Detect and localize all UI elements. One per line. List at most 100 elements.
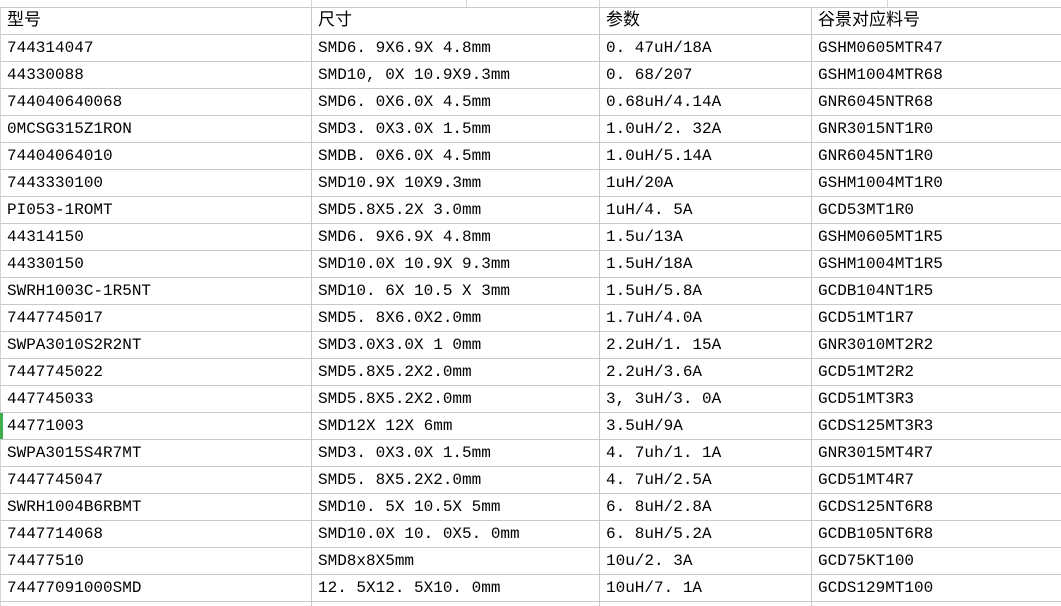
- table-row: PI053-1ROMT SMD5.8X5.2X 3.0mm 1uH/4. 5A GCD…: [0, 197, 1061, 224]
- cell-model[interactable]: 7447745017: [0, 305, 312, 332]
- cell-size[interactable]: SMD5. 8X5.2X2.0mm: [312, 467, 600, 494]
- cell-model[interactable]: SWRH1003C-1R5NT: [0, 278, 312, 305]
- cell-gujing[interactable]: GCD75KT100: [812, 548, 1061, 575]
- cell-model[interactable]: 7447745022: [0, 359, 312, 386]
- cell-model[interactable]: 44771003: [0, 413, 312, 440]
- cell-size[interactable]: SMD6. 0X6.0X 4.5mm: [312, 89, 600, 116]
- cell-gujing[interactable]: GSHM1004MTR68: [812, 62, 1061, 89]
- grid-line: [0, 602, 312, 606]
- cell-gujing[interactable]: GCDB104NT1R5: [812, 278, 1061, 305]
- cell-params[interactable]: 1.0uH/2. 32A: [600, 116, 812, 143]
- cell-gujing[interactable]: GCDS125NT6R8: [812, 494, 1061, 521]
- header-model[interactable]: 型号: [0, 8, 312, 35]
- cell-params[interactable]: 3.5uH/9A: [600, 413, 812, 440]
- cell-params[interactable]: 2.2uH/3.6A: [600, 359, 812, 386]
- cell-gujing[interactable]: GSHM1004MT1R0: [812, 170, 1061, 197]
- grid-line: [311, 0, 312, 7]
- cell-params[interactable]: 2.2uH/1. 15A: [600, 332, 812, 359]
- cell-size[interactable]: SMD5.8X5.2X2.0mm: [312, 359, 600, 386]
- cell-size[interactable]: SMD10. 6X 10.5 X 3mm: [312, 278, 600, 305]
- cell-params[interactable]: 1.7uH/4.0A: [600, 305, 812, 332]
- cell-params[interactable]: 10u/2. 3A: [600, 548, 812, 575]
- cell-model[interactable]: 44330150: [0, 251, 312, 278]
- cell-size[interactable]: SMD10. 5X 10.5X 5mm: [312, 494, 600, 521]
- cell-model[interactable]: 74404064010: [0, 143, 312, 170]
- cell-size[interactable]: SMD10.0X 10.9X 9.3mm: [312, 251, 600, 278]
- cell-size[interactable]: SMD10.9X 10X9.3mm: [312, 170, 600, 197]
- cell-params[interactable]: 0. 68/207: [600, 62, 812, 89]
- cell-model[interactable]: 7447745047: [0, 467, 312, 494]
- cell-params[interactable]: 4. 7uh/1. 1A: [600, 440, 812, 467]
- cell-params[interactable]: 1.0uH/5.14A: [600, 143, 812, 170]
- cell-gujing[interactable]: GCD51MT1R7: [812, 305, 1061, 332]
- cell-model[interactable]: SWPA3010S2R2NT: [0, 332, 312, 359]
- cell-size[interactable]: SMD3.0X3.0X 1 0mm: [312, 332, 600, 359]
- cell-params[interactable]: 1.5uH/18A: [600, 251, 812, 278]
- cell-params[interactable]: 1.5uH/5.8A: [600, 278, 812, 305]
- cell-params[interactable]: 6. 8uH/2.8A: [600, 494, 812, 521]
- cell-model[interactable]: 0MCSG315Z1RON: [0, 116, 312, 143]
- table-row: 44330088 SMD10, 0X 10.9X9.3mm 0. 68/207 GSH…: [0, 62, 1061, 89]
- cell-model[interactable]: 744314047: [0, 35, 312, 62]
- cell-gujing[interactable]: GCD51MT3R3: [812, 386, 1061, 413]
- cell-gujing[interactable]: GSHM0605MT1R5: [812, 224, 1061, 251]
- cell-gujing[interactable]: GCDB105NT6R8: [812, 521, 1061, 548]
- cell-model[interactable]: SWRH1004B6RBMT: [0, 494, 312, 521]
- cell-size[interactable]: SMD5.8X5.2X 3.0mm: [312, 197, 600, 224]
- grid-line: [600, 602, 812, 606]
- cell-model[interactable]: 74477091000SMD: [0, 575, 312, 602]
- cell-size[interactable]: SMD6. 9X6.9X 4.8mm: [312, 35, 600, 62]
- cell-gujing[interactable]: GCD51MT2R2: [812, 359, 1061, 386]
- cell-size[interactable]: SMD10.0X 10. 0X5. 0mm: [312, 521, 600, 548]
- table-row: SWRH1003C-1R5NT SMD10. 6X 10.5 X 3mm 1.5uH…: [0, 278, 1061, 305]
- cell-params[interactable]: 10uH/7. 1A: [600, 575, 812, 602]
- cell-params[interactable]: 1uH/20A: [600, 170, 812, 197]
- cell-size[interactable]: SMD5. 8X6.0X2.0mm: [312, 305, 600, 332]
- table-row-marked: 44771003 SMD12X 12X 6mm 3.5uH/9A GCDS125MT3…: [0, 413, 1061, 440]
- cell-gujing[interactable]: GNR6045NTR68: [812, 89, 1061, 116]
- header-params[interactable]: 参数: [600, 8, 812, 35]
- cell-params[interactable]: 3, 3uH/3. 0A: [600, 386, 812, 413]
- cell-params[interactable]: 1.5u/13A: [600, 224, 812, 251]
- cell-params[interactable]: 0.68uH/4.14A: [600, 89, 812, 116]
- cell-size[interactable]: SMD5.8X5.2X2.0mm: [312, 386, 600, 413]
- cell-gujing[interactable]: GNR3015MT4R7: [812, 440, 1061, 467]
- grid-line: [887, 0, 888, 7]
- cell-size[interactable]: SMD3. 0X3.0X 1.5mm: [312, 116, 600, 143]
- cell-model[interactable]: 44330088: [0, 62, 312, 89]
- cell-model[interactable]: PI053-1ROMT: [0, 197, 312, 224]
- cell-params[interactable]: 4. 7uH/2.5A: [600, 467, 812, 494]
- cell-gujing[interactable]: GNR3010MT2R2: [812, 332, 1061, 359]
- cell-model[interactable]: 7443330100: [0, 170, 312, 197]
- cell-gujing[interactable]: GSHM0605MTR47: [812, 35, 1061, 62]
- header-gujing-part[interactable]: 谷景对应料号: [812, 8, 1061, 35]
- table-row: SWPA3010S2R2NT SMD3.0X3.0X 1 0mm 2.2uH/1. …: [0, 332, 1061, 359]
- cell-model[interactable]: 7447714068: [0, 521, 312, 548]
- cell-gujing[interactable]: GCDS125MT3R3: [812, 413, 1061, 440]
- cutoff-row-bottom: [0, 602, 1061, 606]
- cell-gujing[interactable]: GCD51MT4R7: [812, 467, 1061, 494]
- cell-size[interactable]: SMD10, 0X 10.9X9.3mm: [312, 62, 600, 89]
- cell-model[interactable]: 447745033: [0, 386, 312, 413]
- header-size[interactable]: 尺寸: [312, 8, 600, 35]
- cell-size[interactable]: SMDB. 0X6.0X 4.5mm: [312, 143, 600, 170]
- cell-gujing[interactable]: GCDS129MT100: [812, 575, 1061, 602]
- cell-gujing[interactable]: GNR6045NT1R0: [812, 143, 1061, 170]
- cell-gujing[interactable]: GSHM1004MT1R5: [812, 251, 1061, 278]
- cell-params[interactable]: 1uH/4. 5A: [600, 197, 812, 224]
- cell-size[interactable]: 12. 5X12. 5X10. 0mm: [312, 575, 600, 602]
- cell-model[interactable]: 744040640068: [0, 89, 312, 116]
- cell-model[interactable]: SWPA3015S4R7MT: [0, 440, 312, 467]
- cell-params[interactable]: 6. 8uH/5.2A: [600, 521, 812, 548]
- cell-gujing[interactable]: GNR3015NT1R0: [812, 116, 1061, 143]
- cell-size[interactable]: SMD8x8X5mm: [312, 548, 600, 575]
- grid-line: [812, 602, 1061, 606]
- cell-gujing[interactable]: GCD53MT1R0: [812, 197, 1061, 224]
- cell-model[interactable]: 44314150: [0, 224, 312, 251]
- cell-size[interactable]: SMD12X 12X 6mm: [312, 413, 600, 440]
- cell-model[interactable]: 74477510: [0, 548, 312, 575]
- table-row: 447745033 SMD5.8X5.2X2.0mm 3, 3uH/3. 0A GCD…: [0, 386, 1061, 413]
- cell-params[interactable]: 0. 47uH/18A: [600, 35, 812, 62]
- cell-size[interactable]: SMD6. 9X6.9X 4.8mm: [312, 224, 600, 251]
- cell-size[interactable]: SMD3. 0X3.0X 1.5mm: [312, 440, 600, 467]
